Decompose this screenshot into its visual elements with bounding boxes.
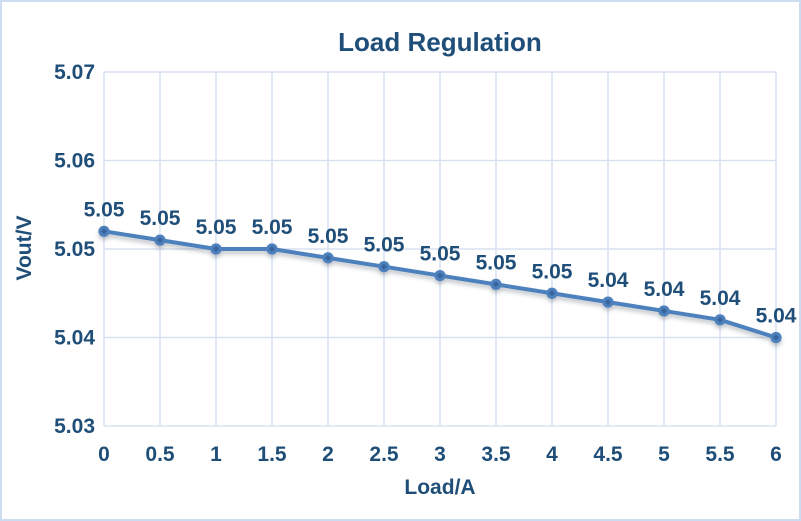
x-tick-label: 2 [322, 443, 334, 466]
data-label: 5.04 [588, 269, 629, 292]
y-tick-label: 5.05 [54, 238, 95, 261]
marker-inner-diamond [212, 245, 220, 253]
y-tick-label: 5.06 [54, 150, 95, 173]
marker-inner-diamond [324, 254, 332, 261]
x-tick-label: 5 [658, 443, 670, 466]
data-label: 5.05 [476, 251, 517, 274]
x-axis-title: Load/A [404, 476, 476, 499]
data-label: 5.05 [196, 216, 237, 239]
marker-inner-diamond [436, 272, 444, 279]
data-label: 5.05 [364, 234, 405, 257]
chart-title: Load Regulation [338, 27, 542, 57]
marker-inner-diamond [380, 263, 388, 270]
data-label: 5.04 [756, 305, 797, 328]
marker-inner-diamond [100, 228, 108, 235]
data-label: 5.04 [700, 287, 741, 310]
series-vout [98, 225, 782, 344]
x-tick-label: 1 [210, 443, 222, 466]
x-tick-label: 0 [98, 443, 110, 466]
data-label: 5.05 [532, 260, 573, 283]
y-tick-label: 5.07 [54, 61, 95, 84]
x-tick-label: 3 [434, 443, 446, 466]
x-tick-label: 0.5 [145, 443, 175, 466]
y-tick-label: 5.03 [54, 415, 95, 438]
x-tick-label: 5.5 [705, 443, 735, 466]
marker-inner-diamond [156, 237, 164, 244]
data-label: 5.05 [308, 225, 349, 248]
data-label: 5.05 [420, 243, 461, 266]
x-tick-label: 3.5 [481, 443, 511, 466]
x-tick-label: 1.5 [257, 443, 287, 466]
x-tick-label: 4.5 [593, 443, 623, 466]
data-label: 5.05 [140, 207, 181, 230]
marker-inner-diamond [716, 316, 724, 323]
x-tick-label: 6 [770, 443, 782, 466]
data-label: 5.04 [644, 278, 685, 301]
data-label: 5.05 [84, 198, 125, 221]
y-tick-label: 5.04 [54, 327, 95, 350]
x-tick-label: 2.5 [369, 443, 399, 466]
marker-inner-diamond [492, 281, 500, 288]
data-label: 5.05 [252, 216, 293, 239]
x-tick-label: 4 [546, 443, 558, 466]
